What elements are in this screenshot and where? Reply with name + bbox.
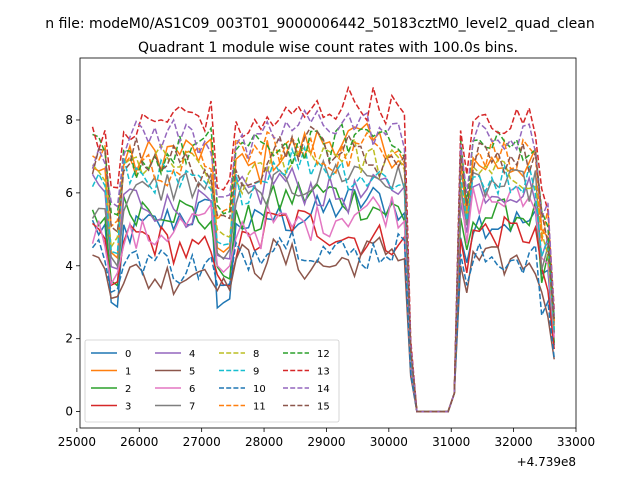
series-line-9: [91, 144, 555, 413]
legend-label-6: 6: [189, 384, 195, 395]
series-line-7: [91, 158, 555, 413]
y-tick-label: 6: [65, 186, 73, 200]
legend-label-2: 2: [125, 384, 131, 395]
legend-label-13: 13: [317, 367, 330, 378]
series-line-0: [91, 186, 555, 413]
x-axis: 25000 26000 27000 28000 29000 30000 31000 32000…: [58, 428, 595, 449]
series-line-14: [91, 108, 555, 413]
y-tick-label: 4: [65, 259, 73, 273]
legend-label-14: 14: [317, 384, 330, 395]
y-tick-label: 0: [65, 405, 73, 419]
series-line-6: [91, 185, 555, 413]
x-tick-label: 30000: [370, 435, 408, 449]
figure-suptitle: n file: modeM0/AS1C09_003T01_9000006442_…: [45, 16, 594, 32]
x-tick-label: 27000: [183, 435, 221, 449]
series-line-4: [91, 164, 555, 413]
legend-label-3: 3: [125, 402, 131, 413]
legend-label-10: 10: [253, 384, 266, 395]
x-tick-label: 29000: [307, 435, 345, 449]
series-line-2: [91, 180, 555, 413]
x-tick-label: 32000: [495, 435, 533, 449]
y-tick-label: 2: [65, 332, 73, 346]
series-line-10: [91, 228, 555, 413]
legend-label-4: 4: [189, 349, 195, 360]
legend-label-5: 5: [189, 367, 195, 378]
series-line-1: [92, 122, 555, 413]
series-line-5: [92, 236, 555, 413]
x-offset-label: +4.739e8: [517, 455, 576, 469]
legend-label-7: 7: [189, 402, 195, 413]
chart-title: Quadrant 1 module wise count rates with …: [138, 40, 518, 56]
series-line-15: [91, 125, 555, 413]
legend-label-15: 15: [317, 402, 330, 413]
legend-label-11: 11: [253, 402, 266, 413]
legend-label-1: 1: [125, 367, 131, 378]
x-tick-label: 25000: [58, 435, 96, 449]
y-tick-label: 8: [65, 113, 73, 127]
legend-label-8: 8: [253, 349, 259, 360]
legend-frame: [84, 339, 340, 423]
series-line-13: [91, 85, 555, 413]
series-line-12: [92, 122, 555, 413]
x-tick-label: 31000: [432, 435, 470, 449]
x-tick-label: 28000: [245, 435, 283, 449]
legend-label-0: 0: [125, 349, 131, 360]
axes-frame: [79, 57, 577, 429]
x-tick-label: 33000: [557, 435, 595, 449]
y-axis: 0 2 4 6 8: [65, 113, 80, 419]
x-tick-label: 26000: [120, 435, 158, 449]
series-lines: [91, 85, 555, 413]
series-line-3: [91, 209, 555, 413]
legend-label-12: 12: [317, 349, 330, 360]
legend-label-9: 9: [253, 367, 259, 378]
